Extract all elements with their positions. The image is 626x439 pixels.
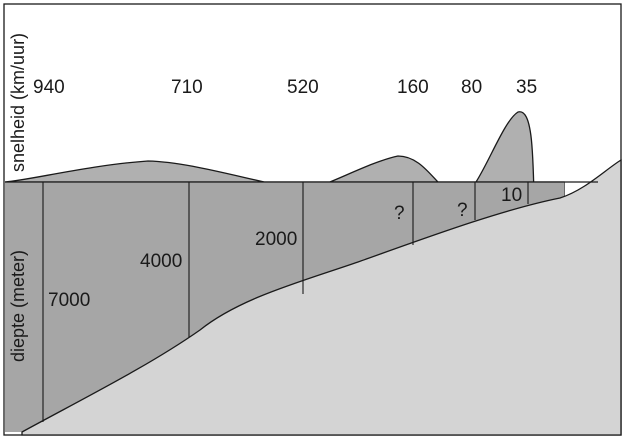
depth-label-3: 2000 — [255, 229, 297, 250]
speed-axis-label: snelheid (km/uur) — [8, 33, 28, 172]
speed-label-4: 160 — [397, 77, 429, 98]
depth-axis-label: diepte (meter) — [8, 250, 28, 362]
speed-label-1: 940 — [33, 77, 65, 98]
depth-label-4: ? — [394, 203, 405, 224]
speed-label-5: 80 — [461, 77, 482, 98]
seabed — [21, 158, 622, 436]
depth-label-1: 7000 — [48, 290, 90, 311]
depth-label-5: ? — [457, 200, 468, 221]
depth-label-2: 4000 — [140, 251, 182, 272]
speed-label-6: 35 — [516, 77, 537, 98]
depth-label-6: 10 — [501, 185, 522, 206]
wave-shape — [4, 111, 565, 198]
speed-label-3: 520 — [287, 77, 319, 98]
speed-label-2: 710 — [171, 77, 203, 98]
water-body — [5, 182, 564, 432]
